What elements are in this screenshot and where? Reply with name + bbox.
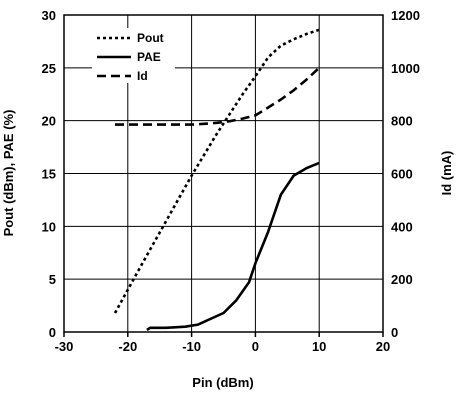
plot-frame [63, 14, 384, 333]
y-tick-label: 0 [49, 325, 56, 340]
y2-tick-label: 1000 [391, 61, 420, 76]
legend: Pout PAE Id [92, 28, 175, 83]
y2-tick-label: 400 [391, 219, 413, 234]
x-axis-ticks: -30 -20 -10 0 10 20 [55, 332, 390, 354]
series-lines [113, 28, 321, 331]
y2-tick-label: 0 [391, 325, 398, 340]
y-tick-label: 5 [49, 272, 56, 287]
y2-tick-label: 200 [391, 272, 413, 287]
x-tick-label: -20 [118, 339, 137, 354]
y-axis-title: Pout (dBm), PAE (%) [1, 110, 16, 237]
y-tick-label: 25 [42, 61, 56, 76]
y2-tick-label: 1200 [391, 8, 420, 23]
x-axis-title: Pin (dBm) [192, 375, 253, 390]
y2-axis-ticks: 0 200 400 600 800 1000 1200 [391, 8, 420, 340]
y2-tick-label: 800 [391, 114, 413, 129]
x-tick-label: -10 [182, 339, 201, 354]
y-tick-label: 10 [42, 219, 56, 234]
y2-tick-label: 600 [391, 167, 413, 182]
x-tick-label: 0 [252, 339, 259, 354]
legend-label-pae: PAE [137, 50, 161, 64]
x-tick-label: 20 [376, 339, 390, 354]
y-tick-label: 20 [42, 114, 56, 129]
x-tick-label: -30 [55, 339, 74, 354]
y-tick-label: 30 [42, 8, 56, 23]
series-line-pout [113, 28, 320, 314]
series-line-id [115, 66, 321, 126]
series-line-pae [146, 161, 320, 331]
y2-axis-title: Id (mA) [439, 151, 454, 196]
legend-label-pout: Pout [137, 31, 164, 45]
legend-label-id: Id [137, 69, 148, 83]
y-axis-ticks: 0 5 10 15 20 25 30 [42, 8, 56, 340]
y-tick-label: 15 [42, 167, 56, 182]
x-tick-label: 10 [312, 339, 326, 354]
